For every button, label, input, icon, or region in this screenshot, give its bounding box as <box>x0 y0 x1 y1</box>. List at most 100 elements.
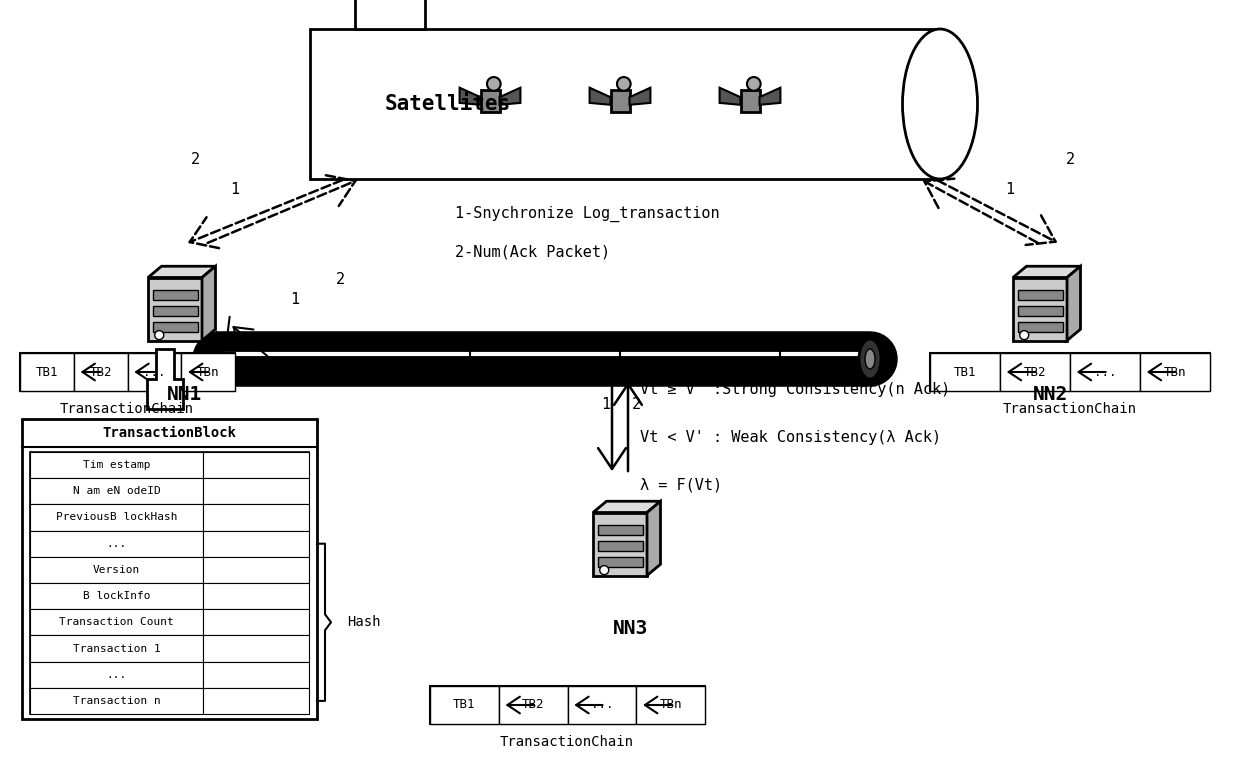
Bar <box>30 609 203 636</box>
Polygon shape <box>148 349 184 409</box>
Bar <box>203 504 309 530</box>
Bar <box>203 661 309 688</box>
Bar <box>203 609 309 636</box>
Bar <box>430 686 498 724</box>
Text: ...: ... <box>107 539 126 548</box>
Bar <box>1070 353 1140 391</box>
Bar <box>1018 306 1063 315</box>
Text: N am eN odeID: N am eN odeID <box>73 486 160 496</box>
Circle shape <box>746 77 760 90</box>
Text: ...: ... <box>107 670 126 680</box>
Bar <box>153 306 197 315</box>
Bar <box>568 686 636 724</box>
Bar <box>30 636 203 661</box>
Text: Transaction 1: Transaction 1 <box>73 643 160 654</box>
Bar <box>1018 290 1063 300</box>
Bar <box>636 686 706 724</box>
Bar <box>153 322 197 332</box>
Text: B lockInfo: B lockInfo <box>83 591 150 601</box>
Text: TransactionBlock: TransactionBlock <box>103 426 237 440</box>
Text: ...: ... <box>590 699 613 711</box>
Text: 2: 2 <box>632 397 641 411</box>
Text: TransactionChain: TransactionChain <box>60 402 193 416</box>
Text: PreviousB lockHash: PreviousB lockHash <box>56 513 177 523</box>
Text: 2: 2 <box>191 151 200 167</box>
Text: TBn: TBn <box>660 699 682 711</box>
Bar <box>30 688 203 714</box>
Bar <box>598 557 642 566</box>
FancyBboxPatch shape <box>481 90 500 112</box>
Text: TransactionChain: TransactionChain <box>500 735 634 749</box>
Bar <box>128 353 181 391</box>
Bar <box>30 452 203 478</box>
Text: TB1: TB1 <box>453 699 476 711</box>
Polygon shape <box>460 88 481 105</box>
Text: 2: 2 <box>336 272 345 287</box>
Text: Transaction Count: Transaction Count <box>60 617 174 627</box>
Text: λ = F(Vt): λ = F(Vt) <box>640 478 722 492</box>
Circle shape <box>1019 330 1029 340</box>
Polygon shape <box>759 88 780 105</box>
Bar <box>203 583 309 609</box>
Bar <box>30 452 309 714</box>
Text: Version: Version <box>93 565 140 575</box>
Bar <box>30 557 203 583</box>
Bar <box>20 353 73 391</box>
Circle shape <box>600 566 609 575</box>
Bar <box>935 31 942 177</box>
Text: 1: 1 <box>231 182 239 196</box>
Bar <box>153 290 197 300</box>
Bar <box>181 353 236 391</box>
Text: TransactionChain: TransactionChain <box>1003 402 1137 416</box>
Bar <box>930 353 1210 391</box>
Text: ...: ... <box>1094 365 1116 379</box>
Text: Vt < V' : Weak Consistency(λ Ack): Vt < V' : Weak Consistency(λ Ack) <box>640 429 941 445</box>
Bar <box>1140 353 1210 391</box>
Bar <box>22 419 317 719</box>
Bar <box>203 636 309 661</box>
Text: TB1: TB1 <box>36 365 58 379</box>
Bar <box>30 504 203 530</box>
Text: Hash: Hash <box>347 615 381 629</box>
Text: Tim estamp: Tim estamp <box>83 460 150 470</box>
Circle shape <box>155 330 164 340</box>
Polygon shape <box>719 88 740 105</box>
Bar <box>1013 277 1066 340</box>
Text: 1-Snychronize Log_transaction: 1-Snychronize Log_transaction <box>455 206 719 222</box>
Bar <box>930 353 999 391</box>
Circle shape <box>618 77 631 90</box>
Text: NN3: NN3 <box>613 619 647 639</box>
Bar <box>30 530 203 557</box>
Text: TBn: TBn <box>1164 365 1187 379</box>
Text: 1: 1 <box>1006 182 1014 196</box>
Bar <box>30 661 203 688</box>
Text: Satellites: Satellites <box>384 94 511 114</box>
Text: TB1: TB1 <box>954 365 976 379</box>
Bar <box>20 353 236 391</box>
Bar <box>999 353 1070 391</box>
Text: ...: ... <box>143 365 166 379</box>
Bar <box>598 525 642 535</box>
Text: NN1: NN1 <box>167 385 202 404</box>
Bar <box>203 557 309 583</box>
Text: 2-Num(Ack Packet): 2-Num(Ack Packet) <box>455 245 610 259</box>
Bar <box>30 478 203 504</box>
Bar <box>30 583 203 609</box>
Polygon shape <box>630 88 651 105</box>
Bar <box>203 688 309 714</box>
Bar <box>498 686 568 724</box>
Polygon shape <box>589 88 610 105</box>
Text: 1: 1 <box>601 397 610 411</box>
Bar <box>203 530 309 557</box>
Text: 2: 2 <box>1065 151 1075 167</box>
Polygon shape <box>500 88 521 105</box>
Ellipse shape <box>866 349 875 369</box>
Bar <box>355 0 425 29</box>
Bar <box>203 478 309 504</box>
Bar <box>310 29 940 179</box>
Ellipse shape <box>859 339 880 379</box>
Circle shape <box>487 77 501 90</box>
Polygon shape <box>647 501 661 576</box>
Polygon shape <box>202 266 216 340</box>
Text: TB2: TB2 <box>1024 365 1047 379</box>
